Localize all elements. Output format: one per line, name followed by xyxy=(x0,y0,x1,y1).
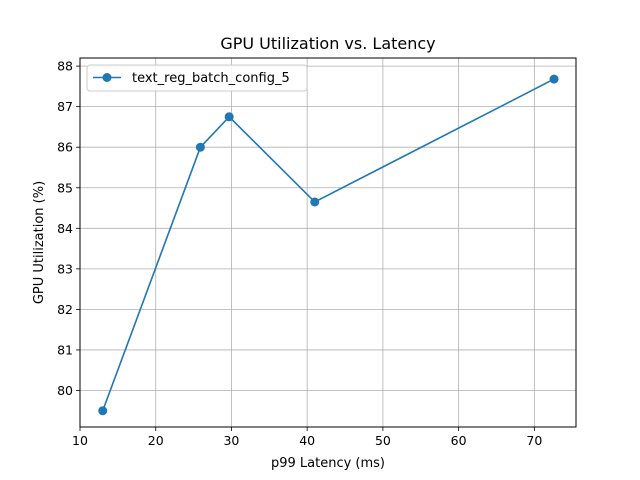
legend-marker-icon xyxy=(102,73,112,82)
y-tick-label: 88 xyxy=(57,59,73,74)
x-tick-label: 70 xyxy=(526,433,542,448)
chart-title: GPU Utilization vs. Latency xyxy=(220,34,435,53)
plot-area-frame xyxy=(79,57,577,428)
legend-box xyxy=(86,64,308,92)
y-tick-label: 80 xyxy=(57,383,73,398)
y-tick-label: 82 xyxy=(57,302,73,317)
y-tick-label: 86 xyxy=(57,140,73,155)
legend-entry-label: text_reg_batch_config_5 xyxy=(132,71,290,86)
x-tick-label: 40 xyxy=(299,433,315,448)
y-axis-label: GPU Utilization (%) xyxy=(32,181,47,304)
x-tick-label: 60 xyxy=(451,433,467,448)
data-point xyxy=(549,74,559,84)
y-tick-label: 87 xyxy=(57,99,73,114)
axis-ticks: 10 20 30 40 50 60 70 80 81 82 83 84 85 86 87 88 xyxy=(57,59,542,448)
x-tick-label: 20 xyxy=(148,433,164,448)
legend: text_reg_batch_config_5 xyxy=(86,64,308,92)
x-tick-label: 50 xyxy=(375,433,391,448)
y-tick-label: 83 xyxy=(57,261,73,276)
y-tick-label: 81 xyxy=(57,342,73,357)
data-point xyxy=(98,406,108,416)
data-point xyxy=(195,142,205,152)
y-tick-label: 85 xyxy=(57,180,73,195)
x-tick-label: 10 xyxy=(72,433,88,448)
series-layer xyxy=(98,74,559,416)
data-point xyxy=(310,197,320,207)
data-point xyxy=(224,112,234,122)
x-axis-label: p99 Latency (ms) xyxy=(271,456,385,471)
x-tick-label: 30 xyxy=(223,433,239,448)
y-tick-label: 84 xyxy=(57,221,73,236)
